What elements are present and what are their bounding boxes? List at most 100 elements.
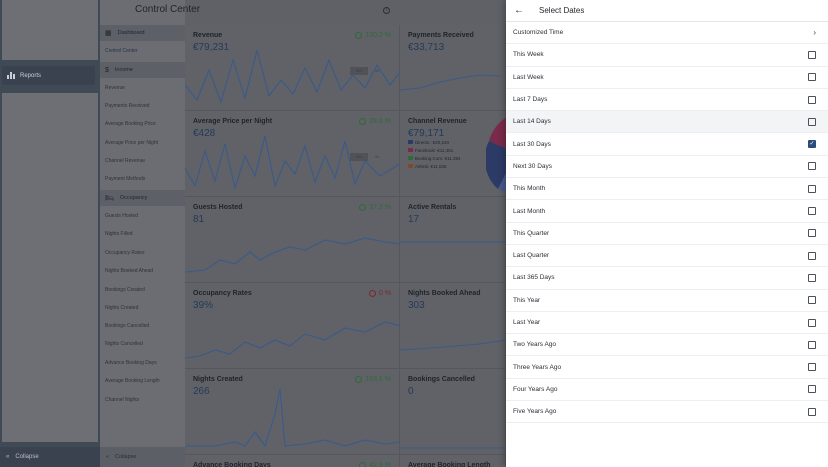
date-option-this-week[interactable]: This Week xyxy=(506,44,828,67)
kpi-card-channel-revenue[interactable]: Channel Revenue €79,171 Directs : €20,240 F… xyxy=(400,111,516,197)
kpi-card-average-price-per-night[interactable]: Average Price per Night €428 28.9 % Bill/N xyxy=(185,111,400,197)
date-option-checkbox[interactable] xyxy=(808,184,816,193)
sidebar-item-guests-hosted[interactable]: Guests Hosted xyxy=(100,210,185,222)
sidebar-item-average-booking-length[interactable]: Average Booking Length xyxy=(100,375,185,387)
date-option-last-year[interactable]: Last Year xyxy=(506,312,828,335)
kpi-card-occupancy-rates[interactable]: Occupancy Rates 39% 0 % xyxy=(185,283,400,369)
date-option-checkbox[interactable] xyxy=(808,385,816,394)
sidebar-item-channel-nights[interactable]: Channel Nights xyxy=(100,394,185,406)
kpi-card-average-booking-length[interactable]: Average Booking Length xyxy=(400,455,506,467)
sparkline-chart xyxy=(185,49,400,104)
toggle-option[interactable]: /N xyxy=(375,68,379,73)
date-option-checkbox[interactable] xyxy=(808,162,816,171)
sidebar-item-nights-cancelled[interactable]: Nights Cancelled xyxy=(100,338,185,350)
sidebar-item-label: Dashboard xyxy=(117,30,145,36)
date-option-last-7-days[interactable]: Last 7 Days xyxy=(506,89,828,112)
date-option-last-month[interactable]: Last Month xyxy=(506,200,828,223)
kpi-card-active-rentals[interactable]: Active Rentals 17 xyxy=(400,197,506,283)
drawer-title: Select Dates xyxy=(539,6,585,15)
date-option-checkbox[interactable] xyxy=(808,407,816,416)
sidebar-item-payment-methods[interactable]: Payment Methods xyxy=(100,173,185,185)
kpi-card-value: 266 xyxy=(193,386,210,397)
kpi-card-advance-booking-days[interactable]: Advance Booking Days 42.9 % xyxy=(185,455,400,467)
date-option-checkbox[interactable] xyxy=(808,318,816,327)
date-option-three-years-ago[interactable]: Three Years Ago xyxy=(506,356,828,379)
report-sidebar-collapse-button[interactable]: « Collapse xyxy=(100,447,185,467)
sidebar-item-label: Bookings Cancelled xyxy=(105,323,150,329)
sparkline-line xyxy=(185,49,400,104)
date-option-customized-time[interactable]: Customized Time › xyxy=(506,22,828,45)
kpi-card-title: Guests Hosted xyxy=(193,204,243,211)
date-option-two-years-ago[interactable]: Two Years Ago xyxy=(506,334,828,357)
date-option-checkbox[interactable] xyxy=(808,296,816,305)
toggle-option[interactable]: Bill xyxy=(350,67,368,75)
date-option-label: Last 365 Days xyxy=(513,274,555,282)
date-option-checkbox[interactable] xyxy=(808,363,816,372)
app-nav-collapse-button[interactable]: « Collapse xyxy=(0,447,100,467)
date-option-checkbox[interactable] xyxy=(808,95,816,104)
sparkline-line xyxy=(400,74,501,91)
date-option-last-14-days[interactable]: Last 14 Days xyxy=(506,111,828,134)
kpi-card-nights-created[interactable]: Nights Created 266 103.1 % xyxy=(185,369,400,455)
date-option-checkbox[interactable] xyxy=(808,251,816,260)
metric-toggle: Bill/N xyxy=(350,67,386,75)
sidebar-item-nights-created[interactable]: Nights Created xyxy=(100,302,185,314)
sidebar-item-label: Payment Methods xyxy=(105,176,146,182)
kpi-card-guests-hosted[interactable]: Guests Hosted 81 37.3 % xyxy=(185,197,400,283)
sidebar-item-average-booking-price[interactable]: Average Booking Price xyxy=(100,118,185,130)
kpi-change-badge: 42.9 % xyxy=(359,462,391,467)
date-option-checkbox[interactable] xyxy=(808,117,816,126)
nav-item-reports[interactable]: Reports xyxy=(2,66,95,85)
sidebar-item-bookings-cancelled[interactable]: Bookings Cancelled xyxy=(100,320,185,332)
double-chevron-left-icon: « xyxy=(106,454,110,460)
date-option-checkbox[interactable] xyxy=(808,229,816,238)
date-option-checkbox[interactable] xyxy=(808,207,816,216)
date-option-five-years-ago[interactable]: Five Years Ago xyxy=(506,401,828,424)
date-option-checkbox[interactable] xyxy=(808,50,816,59)
kpi-card-nights-booked-ahead[interactable]: Nights Booked Ahead 303 xyxy=(400,283,506,369)
kpi-card-value: 81 xyxy=(193,214,205,225)
sidebar-item-dashboard[interactable]: ▦ Dashboard xyxy=(100,25,185,41)
date-option-checkbox[interactable] xyxy=(808,73,816,82)
sidebar-item-occupancy-rates[interactable]: Occupancy Rates xyxy=(100,247,185,259)
sidebar-item-advance-booking-days[interactable]: Advance Booking Days xyxy=(100,357,185,369)
sidebar-item-payments-received[interactable]: Payments Received xyxy=(100,100,185,112)
date-option-last-365-days[interactable]: Last 365 Days xyxy=(506,267,828,290)
sidebar-item-nights-filled[interactable]: Nights Filled xyxy=(100,228,185,240)
date-option-four-years-ago[interactable]: Four Years Ago xyxy=(506,379,828,402)
date-option-this-quarter[interactable]: This Quarter xyxy=(506,223,828,245)
select-dates-drawer: ← Select Dates Customized Time › This Week… xyxy=(506,0,828,467)
legend-label: Facebook: €11,451 xyxy=(415,148,454,153)
kpi-card-title: Nights Booked Ahead xyxy=(408,290,481,297)
sidebar-item-control-center[interactable]: Control Center xyxy=(100,45,185,57)
date-option-last-week[interactable]: Last Week xyxy=(506,67,828,89)
date-option-checkbox[interactable] xyxy=(808,273,816,282)
sidebar-item-occupancy[interactable]: 🛏 Occupancy xyxy=(100,190,185,206)
date-option-this-year[interactable]: This Year xyxy=(506,290,828,312)
sidebar-item-income[interactable]: $ Income xyxy=(100,62,185,78)
sidebar-item-average-price-per-night[interactable]: Average Price per Night xyxy=(100,137,185,149)
sidebar-item-nights-booked-ahead[interactable]: Nights Booked Ahead xyxy=(100,265,185,277)
date-option-label: Last 14 Days xyxy=(513,118,551,126)
toggle-option[interactable]: Bill xyxy=(350,153,368,161)
date-option-last-quarter[interactable]: Last Quarter xyxy=(506,245,828,268)
sidebar-item-revenue[interactable]: Revenue xyxy=(100,82,185,94)
date-option-last-30-days[interactable]: Last 30 Days ✓ xyxy=(506,133,828,156)
sidebar-item-bookings-created[interactable]: Bookings Created xyxy=(100,284,185,296)
kpi-card-revenue[interactable]: Revenue €79,231 100.2 % Bill/N xyxy=(185,25,400,111)
kpi-card-title: Active Rentals xyxy=(408,204,457,211)
sidebar-item-label: Control Center xyxy=(105,48,138,54)
kpi-card-payments-received[interactable]: Payments Received €33,713 xyxy=(400,25,506,111)
date-option-checkbox[interactable] xyxy=(808,340,816,349)
date-option-checkbox[interactable]: ✓ xyxy=(808,140,816,149)
sidebar-item-label: Occupancy Rates xyxy=(105,250,145,256)
sidebar-item-channel-revenue[interactable]: Channel Revenue xyxy=(100,155,185,167)
date-option-this-month[interactable]: This Month xyxy=(506,178,828,201)
arrow-left-icon[interactable]: ← xyxy=(514,4,524,16)
toggle-option[interactable]: /N xyxy=(375,154,379,159)
kpi-card-bookings-cancelled[interactable]: Bookings Cancelled 0 xyxy=(400,369,506,455)
app-nav-lower xyxy=(2,93,98,442)
info-icon[interactable]: i xyxy=(383,7,390,14)
date-option-next-30-days[interactable]: Next 30 Days xyxy=(506,156,828,179)
